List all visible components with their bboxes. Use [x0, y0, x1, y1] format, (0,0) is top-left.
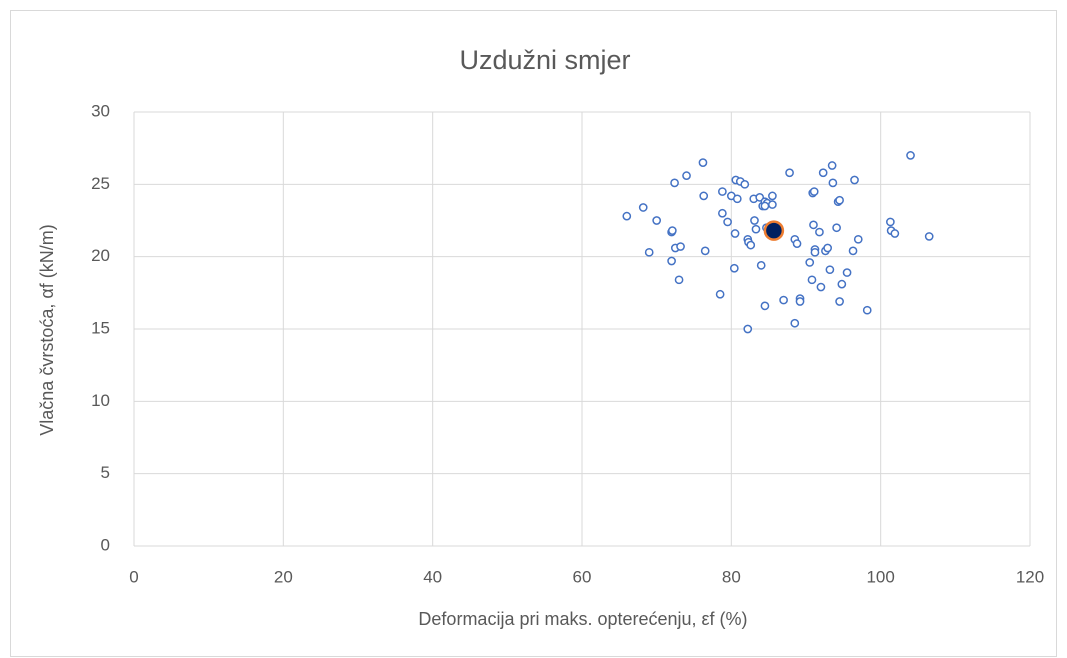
- point: [674, 275, 684, 285]
- y-tick-label: 15: [91, 318, 110, 337]
- x-tick-label: 120: [1016, 567, 1044, 586]
- point: [815, 227, 824, 237]
- y-axis-title: Vlačna čvrstoća, αf (kN/m): [37, 224, 57, 435]
- point: [886, 217, 895, 227]
- point: [638, 203, 648, 212]
- point: [760, 301, 770, 311]
- point: [743, 324, 753, 334]
- y-tick-label: 5: [101, 463, 110, 482]
- y-tick-label: 0: [101, 535, 110, 554]
- point: [756, 260, 766, 270]
- x-axis-title: Deformacija pri maks. opterećenju, εf (%…: [418, 609, 747, 629]
- point: [730, 229, 740, 238]
- point: [816, 282, 826, 292]
- point: [792, 239, 802, 248]
- x-tick-label: 0: [129, 567, 138, 586]
- point: [732, 194, 742, 204]
- point: [825, 265, 835, 275]
- point: [760, 201, 770, 211]
- point: [850, 175, 859, 185]
- point: [682, 171, 691, 181]
- point: [848, 246, 858, 256]
- point: [924, 232, 934, 241]
- point: [790, 318, 800, 328]
- point: [832, 223, 841, 233]
- point: [818, 168, 828, 178]
- point: [746, 240, 756, 250]
- x-tick-label: 20: [274, 567, 293, 586]
- y-tick-label: 10: [91, 391, 110, 410]
- point: [667, 256, 676, 266]
- y-tick-label: 25: [91, 174, 110, 193]
- point: [809, 220, 818, 230]
- point: [750, 216, 759, 225]
- point: [652, 216, 662, 225]
- point: [698, 158, 708, 167]
- point: [718, 187, 727, 196]
- point: [785, 168, 794, 178]
- x-tick-label: 40: [423, 567, 442, 586]
- x-tick-label: 60: [573, 567, 592, 586]
- point: [644, 247, 654, 257]
- point: [890, 229, 900, 238]
- point: [809, 187, 819, 196]
- point: [667, 226, 677, 235]
- point: [740, 179, 750, 189]
- chart-border: [10, 10, 1057, 657]
- point: [723, 217, 732, 227]
- point: [807, 275, 817, 285]
- y-tick-label: 30: [91, 101, 110, 120]
- point: [862, 305, 872, 315]
- point: [823, 243, 833, 253]
- point: [795, 297, 805, 306]
- point: [670, 178, 679, 188]
- point: [810, 247, 820, 257]
- point: [853, 234, 863, 244]
- x-tick-label: 80: [722, 567, 741, 586]
- point: [715, 289, 725, 299]
- chart-title: Uzdužni smjer: [459, 45, 630, 75]
- point: [835, 297, 844, 306]
- point: [729, 263, 739, 273]
- point: [906, 151, 915, 160]
- point: [768, 200, 777, 209]
- point: [751, 224, 761, 234]
- point: [827, 161, 837, 170]
- point: [779, 295, 788, 305]
- x-tick-label: 100: [866, 567, 894, 586]
- highlight-point: [763, 220, 785, 241]
- point: [676, 242, 685, 251]
- point: [718, 208, 727, 218]
- point: [837, 279, 847, 289]
- point: [805, 258, 815, 267]
- point: [828, 178, 838, 188]
- point: [835, 195, 844, 205]
- point: [768, 191, 777, 201]
- point: [622, 211, 632, 221]
- point: [700, 246, 710, 256]
- y-tick-label: 20: [91, 246, 110, 265]
- point: [842, 268, 852, 277]
- point: [699, 191, 709, 201]
